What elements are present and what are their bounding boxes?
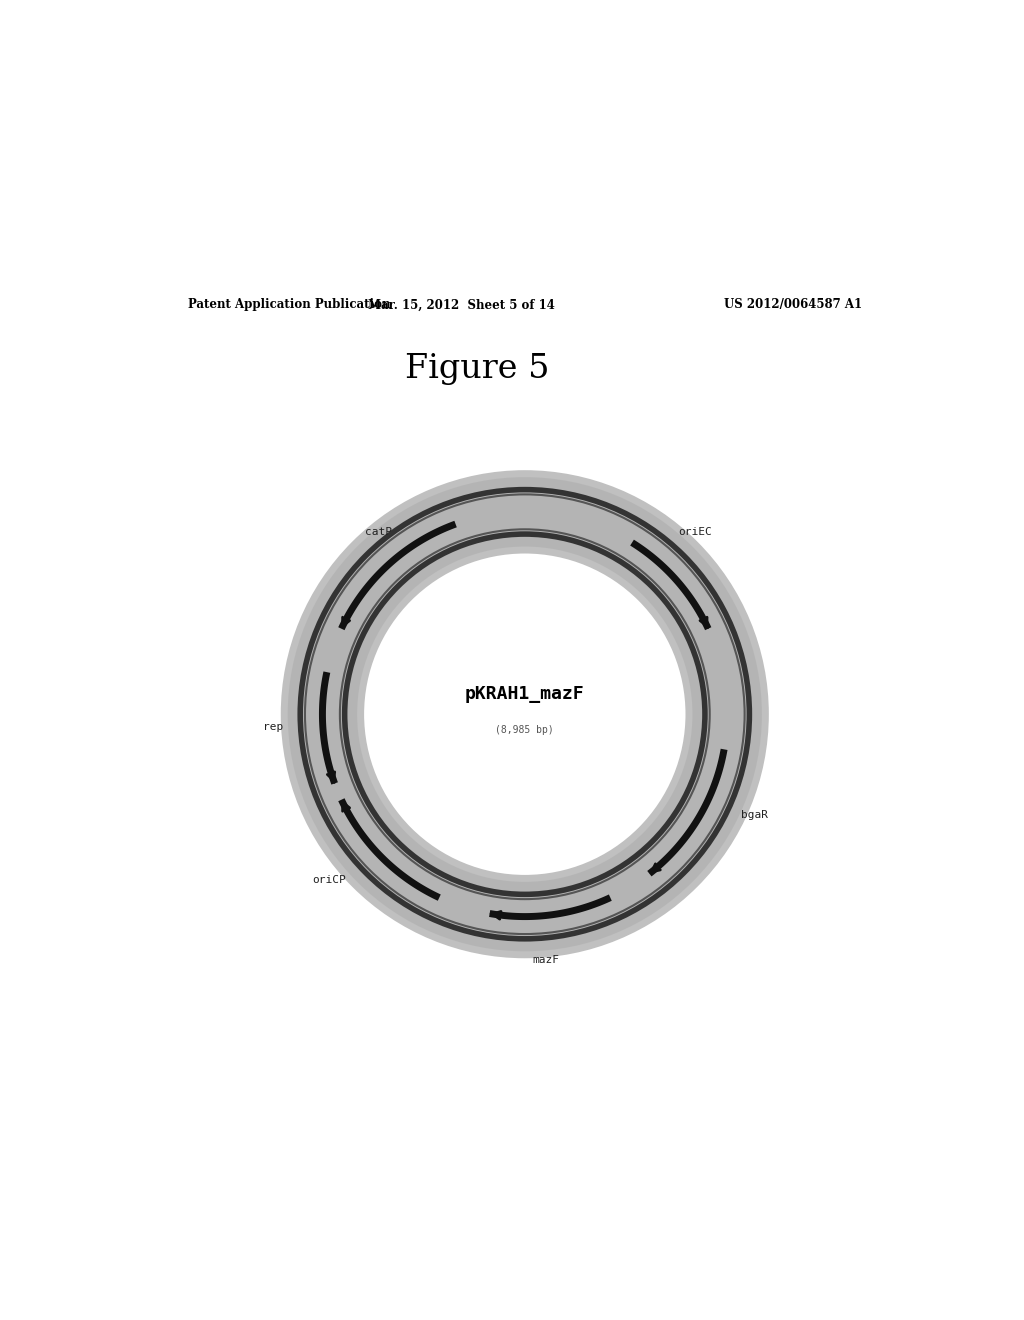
Text: Patent Application Publication: Patent Application Publication [187, 298, 390, 312]
Text: oriEC: oriEC [678, 527, 712, 537]
Text: Mar. 15, 2012  Sheet 5 of 14: Mar. 15, 2012 Sheet 5 of 14 [368, 298, 555, 312]
Text: rep: rep [263, 722, 283, 731]
Text: (8,985 bp): (8,985 bp) [496, 725, 554, 735]
Text: pKRAH1_mazF: pKRAH1_mazF [465, 685, 585, 704]
Text: oriCP: oriCP [312, 875, 346, 886]
Text: mazF: mazF [532, 956, 559, 965]
Text: catP: catP [366, 527, 392, 537]
Text: US 2012/0064587 A1: US 2012/0064587 A1 [724, 298, 862, 312]
Text: Figure 5: Figure 5 [404, 354, 550, 385]
Text: bgaR: bgaR [740, 810, 768, 820]
